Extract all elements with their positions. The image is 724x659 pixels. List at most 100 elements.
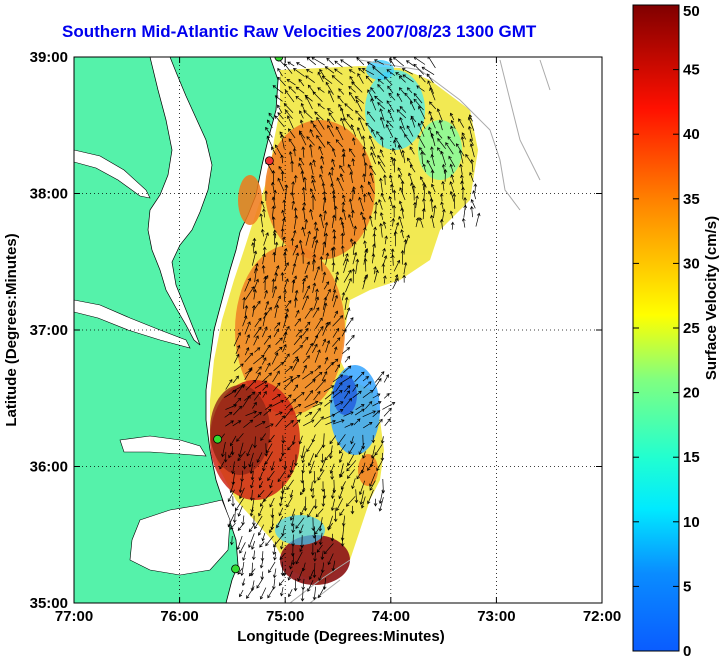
velocity-arrow-499 (322, 296, 328, 310)
velocity-arrow-8 (356, 57, 365, 66)
velocity-arrow-356 (318, 213, 324, 229)
velocity-arrow-371 (475, 212, 481, 227)
velocity-arrow-601 (245, 379, 257, 391)
velocity-arrow-79 (429, 87, 436, 101)
velocity-arrow-50 (295, 86, 305, 94)
velocity-arrow-469 (263, 275, 268, 291)
velocity-arrow-29 (401, 68, 413, 75)
velocity-arrow-424 (301, 251, 305, 264)
velocity-arrow-188 (362, 145, 367, 156)
velocity-arrow-197 (445, 142, 454, 155)
velocity-arrow-179 (271, 146, 277, 155)
velocity-arrow-397 (349, 238, 354, 247)
velocity-arrow-7 (340, 59, 353, 68)
velocity-arrow-576 (284, 366, 293, 373)
velocity-arrow-38 (331, 75, 344, 86)
velocity-arrow-158 (266, 135, 274, 149)
velocity-arrow-489 (331, 289, 337, 302)
velocity-vectors (218, 57, 481, 602)
velocity-arrow-653 (263, 408, 272, 416)
velocity-arrow-717 (223, 451, 228, 463)
velocity-arrow-56 (351, 81, 363, 93)
station-marker-0 (274, 57, 284, 62)
velocity-arrow-446 (363, 258, 368, 272)
velocity-arrow-431 (371, 253, 376, 264)
velocity-arrow-370 (461, 217, 466, 228)
velocity-arrow-26 (372, 66, 385, 77)
velocity-arrow-596 (362, 376, 370, 382)
velocity-arrow-322 (422, 198, 426, 212)
velocity-arrow-166 (351, 137, 356, 146)
velocity-arrow-19 (305, 69, 313, 74)
velocity-arrow-143 (327, 124, 335, 137)
velocity-arrow-136 (467, 116, 475, 131)
colorbar-ticks: 0 5 10 15 20 25 30 35 40 45 50 (633, 3, 700, 659)
velocity-arrow-118 (286, 115, 294, 129)
velocity-arrow-421 (272, 251, 277, 263)
velocity-arrow-98 (285, 109, 293, 119)
velocity-arrow-101 (314, 111, 324, 121)
velocity-arrow-587 (272, 370, 280, 383)
velocity-arrow-415 (372, 243, 376, 257)
velocity-arrow-913 (259, 587, 267, 600)
velocity-arrow-726 (307, 453, 315, 467)
velocity-arrow-461 (351, 268, 356, 284)
velocity-arrow-901 (318, 570, 324, 582)
velocity-arrow-774 (309, 481, 314, 492)
velocity-arrow-854 (261, 532, 266, 542)
velocity-arrow-602 (254, 380, 268, 389)
velocity-arrow-423 (294, 252, 300, 264)
velocity-arrow-521 (325, 321, 331, 329)
velocity-arrow-770 (269, 479, 274, 489)
velocity-arrow-441 (312, 259, 316, 272)
colorbar (632, 4, 680, 652)
velocity-arrow-338 (360, 211, 364, 220)
velocity-arrow-628 (352, 390, 362, 399)
velocity-arrow-500 (332, 294, 339, 308)
velocity-arrow-757 (287, 470, 294, 478)
velocity-arrow-353 (293, 214, 298, 230)
velocity-arrow-109 (396, 109, 407, 119)
velocity-arrow-768 (250, 480, 254, 489)
velocity-arrow-821 (300, 505, 306, 516)
velocity-arrow-870 (310, 543, 315, 556)
velocity-arrow-364 (398, 215, 404, 229)
velocity-arrow-698 (371, 435, 376, 444)
velocity-arrow-125 (358, 116, 365, 132)
velocity-arrow-615 (224, 389, 237, 398)
velocity-arrow-151 (406, 125, 414, 137)
velocity-arrow-377 (315, 227, 319, 238)
velocity-arrow-917 (300, 588, 305, 602)
velocity-arrow-496 (294, 297, 298, 308)
velocity-arrow-159 (280, 134, 285, 149)
velocity-arrow-855 (265, 535, 274, 547)
velocity-arrow-889 (301, 562, 306, 572)
velocity-arrow-174 (430, 132, 436, 147)
velocity-arrow-203 (299, 157, 305, 166)
velocity-arrow-711 (328, 445, 333, 459)
velocity-arrow-718 (228, 450, 233, 459)
velocity-arrow-389 (272, 231, 277, 245)
velocity-arrow-214 (407, 157, 413, 166)
velocity-arrow-690 (291, 435, 296, 445)
velocity-arrow-529 (295, 329, 302, 337)
velocity-arrow-360 (362, 216, 367, 228)
velocity-arrow-432 (383, 255, 388, 265)
velocity-arrow-550 (263, 344, 271, 355)
velocity-arrow-426 (325, 252, 330, 265)
velocity-arrow-449 (393, 259, 401, 272)
velocity-arrow-71 (348, 91, 356, 102)
velocity-arrow-579 (314, 365, 321, 372)
velocity-arrow-251 (362, 173, 366, 183)
velocity-arrow-597 (374, 371, 385, 383)
velocity-arrow-840 (237, 523, 244, 531)
y-axis: 35:00 36:00 37:00 38:00 39:00 (30, 49, 602, 612)
velocity-arrow-22 (334, 68, 343, 75)
velocity-arrow-848 (314, 522, 323, 535)
velocity-arrow-654 (275, 411, 283, 416)
velocity-arrow-307 (271, 196, 276, 209)
velocity-arrow-119 (299, 119, 304, 128)
velocity-arrow-827 (227, 513, 235, 528)
velocity-arrow-497 (301, 295, 309, 310)
velocity-arrow-126 (365, 122, 373, 131)
